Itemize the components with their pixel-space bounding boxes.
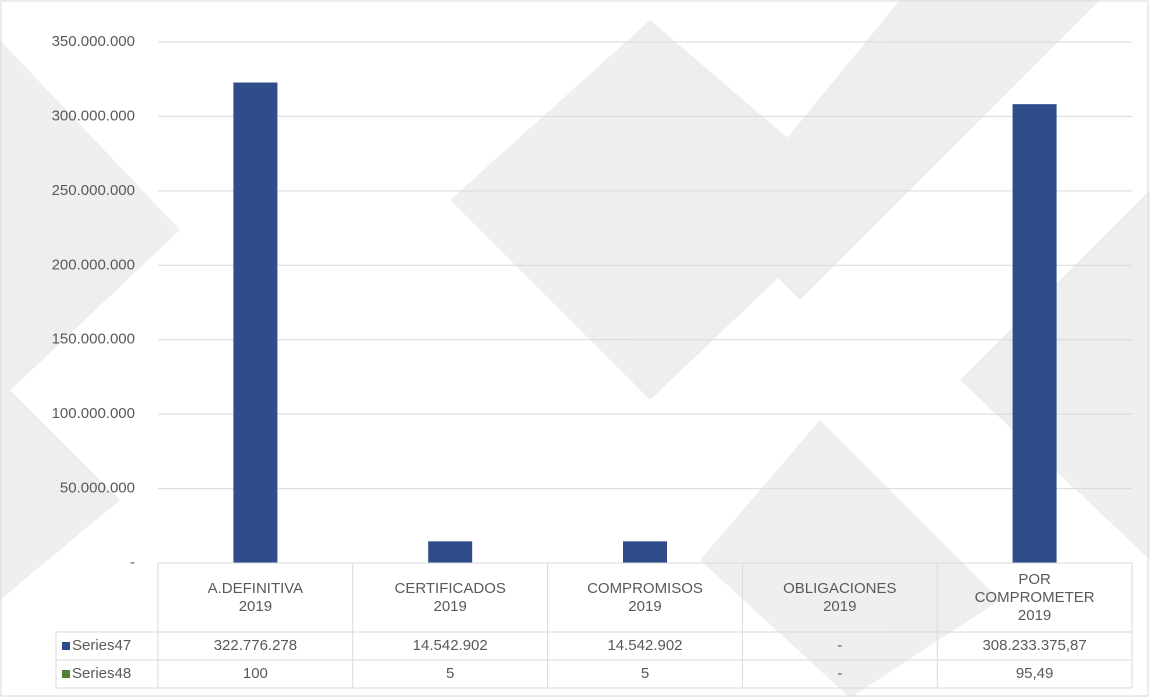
bar (233, 82, 278, 564)
value-label: 322.776.278 (213, 637, 298, 654)
legend-label: Series47 (72, 637, 132, 654)
value-label: 100 (242, 665, 268, 682)
legend-label: Series48 (72, 665, 132, 682)
y-tick-label: 150.000.000 (52, 331, 135, 348)
y-tick-label: 100.000.000 (52, 405, 135, 422)
watermark-shape (450, 20, 860, 400)
bar (1012, 104, 1057, 563)
y-tick-label: 50.000.000 (60, 480, 135, 497)
value-label: 308.233.375,87 (982, 637, 1087, 654)
bar (623, 541, 667, 563)
value-label: 95,49 (1015, 665, 1054, 682)
watermark-shape (700, 420, 1000, 698)
value-label: 5 (640, 665, 650, 682)
value-label: 5 (446, 665, 455, 682)
y-tick-label: 350.000.000 (52, 33, 135, 50)
category-label: CERTIFICADOS 2019 (394, 579, 506, 615)
y-tick-label: - (130, 554, 135, 571)
bar (428, 541, 473, 563)
legend-entry: Series48 (56, 660, 158, 688)
category-label: OBLIGACIONES 2019 (783, 579, 897, 615)
legend-key (62, 642, 70, 650)
legend-key (62, 670, 70, 678)
category-label: COMPROMISOS 2019 (587, 579, 703, 615)
watermark-shape (0, 40, 180, 400)
value-label: - (837, 665, 843, 682)
watermark-shape (720, 0, 1100, 300)
legend-entry: Series47 (56, 632, 158, 660)
value-label: 14.542.902 (607, 637, 683, 654)
watermark-shape (0, 380, 120, 600)
y-tick-label: 300.000.000 (52, 107, 135, 124)
category-label: A.DEFINITIVA 2019 (207, 579, 304, 615)
y-tick-label: 200.000.000 (52, 256, 135, 273)
category-label: POR COMPROMETER 2019 (974, 570, 1095, 624)
value-label: 14.542.902 (412, 637, 488, 654)
y-tick-label: 250.000.000 (52, 182, 135, 199)
value-label: - (837, 637, 843, 654)
